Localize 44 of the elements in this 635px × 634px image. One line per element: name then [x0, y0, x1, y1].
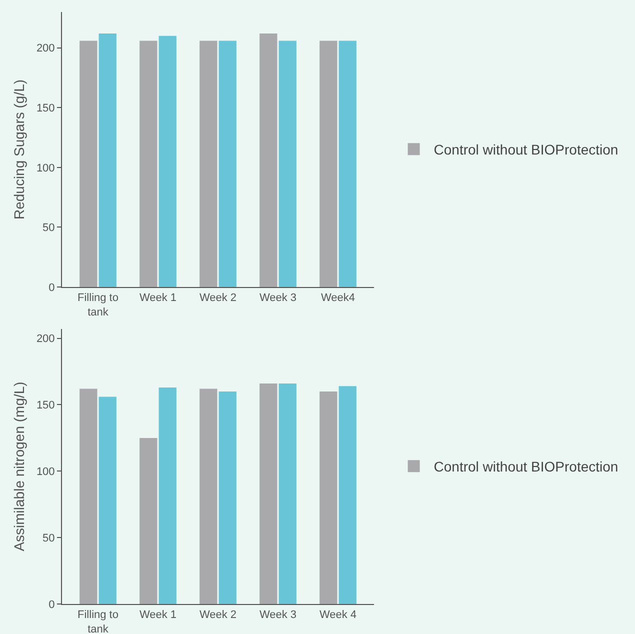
y-tick-label: 150 [36, 102, 55, 114]
y-axis-title: Assimilable nitrogen (mg/L) [11, 382, 28, 552]
y-tick-label: 0 [48, 598, 55, 611]
bar [260, 34, 278, 287]
x-tick-label: Week 2 [199, 292, 237, 304]
bar [278, 383, 296, 604]
bar [80, 40, 98, 287]
bar [98, 34, 116, 287]
bar [218, 40, 236, 287]
y-tick-label: 100 [36, 162, 55, 174]
bar [80, 388, 98, 604]
x-tick-label: Week 3 [259, 609, 297, 622]
bar [218, 391, 236, 604]
bar [200, 388, 218, 604]
y-tick-label: 50 [42, 532, 55, 544]
x-tick-label: Week 3 [259, 292, 297, 304]
y-tick-label: 100 [36, 466, 55, 478]
bar [338, 40, 356, 287]
bar [158, 36, 176, 287]
y-tick-label: 150 [36, 400, 55, 412]
bar [260, 383, 278, 604]
x-tick-label: Week 4 [319, 609, 357, 622]
y-tick-label: 50 [42, 222, 55, 234]
legend-label: Control without BIOProtection [434, 458, 618, 475]
y-tick-label: 200 [36, 333, 55, 346]
x-tick-label: Week 2 [199, 609, 237, 622]
x-tick-label: Week 1 [139, 292, 177, 304]
bar [338, 386, 356, 604]
bar [320, 40, 338, 287]
x-tick-label: Filling to tank [78, 609, 118, 634]
legend-label: Control without BIOProtection [434, 142, 618, 158]
bar [200, 40, 218, 287]
x-tick-label: Week4 [320, 292, 356, 304]
bar [140, 438, 158, 604]
bar [98, 396, 116, 604]
x-tick-label: Week 1 [139, 609, 177, 622]
x-tick-label: Filling to tank [78, 292, 118, 318]
y-tick-label: 200 [36, 42, 55, 55]
y-axis-title: Reducing Sugars (g/L) [11, 79, 28, 220]
bar [140, 40, 158, 287]
bar [320, 391, 338, 604]
bar [158, 387, 176, 604]
bar [278, 40, 296, 287]
y-tick-label: 0 [48, 282, 55, 294]
